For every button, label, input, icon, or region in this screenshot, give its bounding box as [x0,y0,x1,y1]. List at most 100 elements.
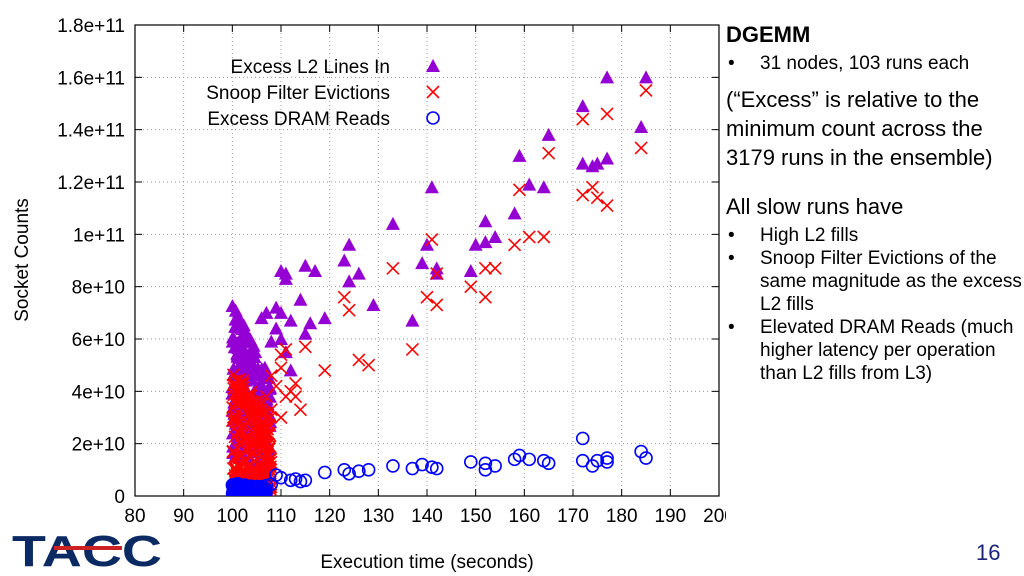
point-l2-lines [590,156,605,170]
x-mark-stroke [478,290,492,304]
x-tick-label: 180 [606,506,638,527]
point-snoop-evictions [420,290,434,304]
point-snoop-evictions [274,410,288,425]
point-snoop-evictions [522,230,536,244]
legend-label: Excess L2 Lines In [231,57,390,78]
point-l2-lines [225,298,240,312]
x-mark-stroke [420,290,434,304]
legend-marker [426,85,440,99]
point-snoop-evictions [576,112,590,126]
x-mark-stroke [233,385,247,399]
x-tick-label: 110 [266,506,296,527]
x-mark-stroke [232,388,246,402]
point-l2-lines [385,216,400,230]
y-tick-label: 6e+10 [72,330,125,351]
point-l2-lines [264,334,279,348]
point-l2-lines [317,311,332,325]
notes-bullet: • 31 nodes, 103 runs each [726,52,1022,75]
x-mark-stroke [230,463,244,477]
x-mark-stroke [264,403,278,417]
point-dram-reads [415,457,429,472]
point-dram-reads [361,463,376,477]
x-tick-label: 120 [314,506,346,527]
point-dram-reads [522,452,537,467]
point-l2-lines [303,316,318,330]
notes-bullet: • Elevated DRAM Reads (much higher latenc… [726,316,1022,385]
point-dram-reads [488,459,502,473]
point-l2-lines [575,156,590,170]
point-l2-lines [478,235,493,249]
point-l2-lines [237,330,252,344]
point-l2-lines [342,274,357,288]
x-mark-stroke [590,191,604,205]
point-dram-reads [600,455,614,469]
point-snoop-evictions [230,463,244,477]
point-l2-lines [278,345,293,359]
x-mark-stroke [231,416,245,430]
x-tick-label: 140 [411,506,443,527]
legend: Excess L2 Lines In Snoop Filter Evictions… [206,57,440,130]
point-snoop-evictions [352,353,366,367]
x-mark-stroke [542,146,556,160]
series-circle [225,431,653,496]
point-snoop-evictions [639,83,653,97]
x-mark-stroke [225,414,240,428]
point-l2-lines [415,256,430,270]
point-snoop-evictions [233,449,247,463]
tacc-logo: TACC [12,528,162,570]
point-snoop-evictions [430,298,444,312]
point-snoop-evictions [405,342,419,357]
x-mark-stroke [264,369,278,383]
x-mark-stroke [464,280,478,294]
point-l2-lines [522,177,537,191]
notes-bullet: • Snoop Filter Evictions of the same magn… [726,247,1022,316]
x-mark-stroke [263,439,277,454]
y-tick-label: 1.6e+11 [57,68,125,89]
point-l2-lines [298,258,313,272]
y-tick-label: 1.8e+11 [57,16,125,37]
x-mark-stroke [230,467,245,481]
point-l2-lines [634,120,649,134]
point-l2-lines [337,253,352,267]
point-snoop-evictions [537,230,551,244]
point-dram-reads [429,461,444,476]
point-l2-lines [269,321,284,335]
x-mark-stroke [245,435,259,449]
x-mark-stroke [243,407,258,421]
page-number: 16 [976,540,1001,565]
x-mark-stroke [289,390,303,404]
point-snoop-evictions [232,388,246,402]
x-mark-stroke [274,410,288,425]
x-mark-stroke [233,449,247,463]
point-l2-lines [269,300,284,314]
x-mark-stroke [244,450,258,464]
point-l2-lines [639,70,653,84]
x-mark-stroke [337,290,351,304]
point-l2-lines [274,332,288,345]
point-dram-reads [298,473,313,488]
x-axis-title: Execution time (seconds) [320,552,533,573]
point-snoop-evictions [255,429,269,443]
y-tick-label: 1.4e+11 [57,121,125,142]
point-l2-lines [283,363,298,377]
x-tick-label: 100 [216,506,248,527]
point-snoop-evictions [253,402,267,416]
x-mark-stroke [264,452,278,466]
x-mark-stroke [250,410,264,425]
x-mark-stroke [430,267,444,281]
point-snoop-evictions [590,191,604,205]
point-snoop-evictions [430,267,444,281]
point-l2-lines [231,338,246,352]
point-dram-reads [317,465,332,480]
x-tick-label: 200 [703,506,726,527]
point-l2-lines [225,330,240,344]
y-tick-label: 4e+10 [72,382,125,403]
x-mark-stroke [279,342,293,357]
point-dram-reads [463,455,478,469]
point-l2-lines [342,237,357,251]
x-mark-stroke [576,188,590,202]
point-snoop-evictions [226,445,240,459]
x-tick-label: 130 [362,506,394,527]
point-dram-reads [342,466,356,481]
point-dram-reads [245,485,259,496]
